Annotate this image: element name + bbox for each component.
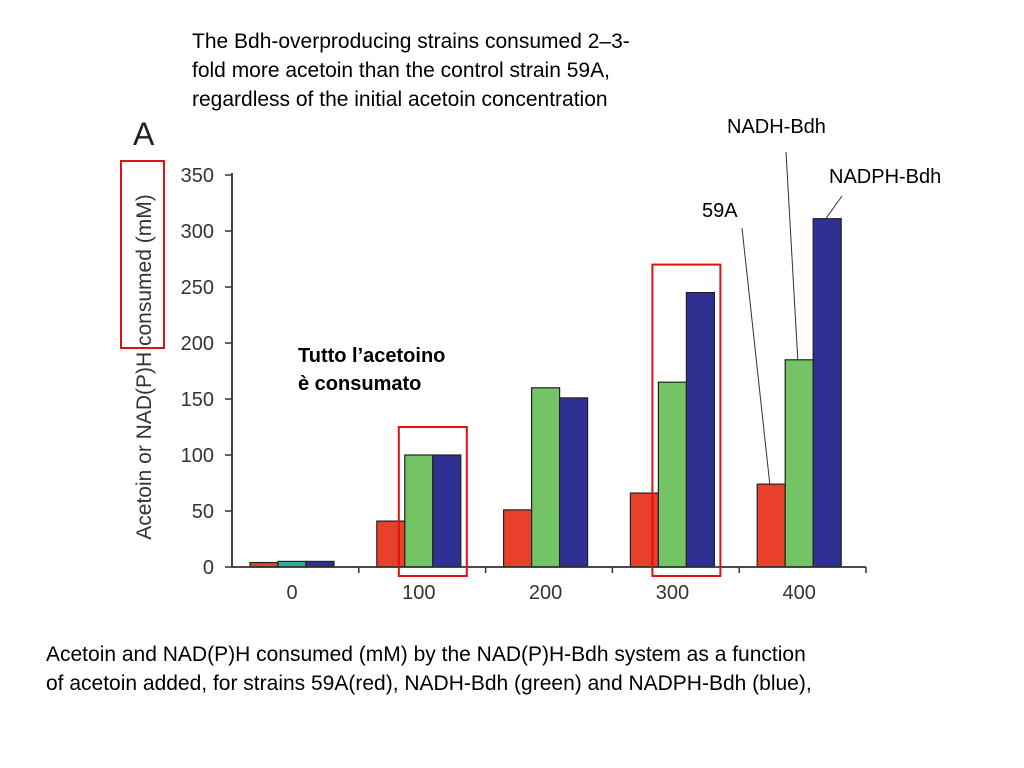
leader-nadph [825,195,843,219]
panel-label: A [133,116,155,152]
series-label-59a: 59A [702,200,738,222]
top-caption: The Bdh-overproducing strains consumed 2… [192,27,752,114]
bottom-caption-line: Acetoin and NAD(P)H consumed (mM) by the… [46,643,806,666]
bottom-caption-line: of acetoin added, for strains 59A(red), … [46,672,812,695]
highlight-box-300 [651,263,722,577]
leader-nadh [785,151,799,360]
bottom-caption: Acetoin and NAD(P)H consumed (mM) by the… [46,640,1006,698]
y-tick-label: 50 [192,501,214,523]
annotation-line: Tutto l’acetoino [298,345,446,367]
bar-nadph-bdh-400 [812,218,842,568]
bar-59a-100 [376,520,406,568]
x-tick-label: 400 [783,582,816,604]
annotation-line: è consumato [298,373,422,395]
bar-nadph-bdh-300 [685,292,716,568]
bar-nadh-bdh-100 [404,454,434,568]
series-label-nadh: NADH-Bdh [727,116,826,138]
y-tick-label: 150 [181,389,214,411]
bar-nadh-bdh-200 [530,387,561,568]
bar-59a-200 [503,509,533,568]
highlight-box-y-label [120,160,165,349]
bar-59a-400 [756,483,786,568]
bar-59a-300 [629,492,660,568]
y-tick-label: 0 [203,557,214,579]
bar-nadph-bdh-200 [558,397,589,568]
y-tick-label: 200 [181,333,214,355]
annotation-note: Tutto l’acetoino è consumato [298,342,445,398]
y-tick-label: 300 [181,221,214,243]
x-tick-label: 200 [529,582,562,604]
y-axis-label: Acetoin or NAD(P)H consumed (mM) [133,194,156,540]
y-tick-label: 250 [181,277,214,299]
y-tick-label: 350 [181,165,214,187]
top-caption-line: The Bdh-overproducing strains consumed 2… [192,30,630,53]
top-caption-line: regardless of the initial acetoin concen… [192,88,608,111]
x-tick-label: 100 [402,582,435,604]
bar-nadh-bdh-400 [784,359,814,568]
bar-nadh-bdh-300 [657,381,688,568]
x-tick-label: 0 [286,582,297,604]
bar-nadph-bdh-100 [432,454,462,568]
leader-59a [741,227,771,485]
series-label-nadph: NADPH-Bdh [829,166,942,188]
top-caption-line: fold more acetoin than the control strai… [192,59,610,82]
y-tick-label: 100 [181,445,214,467]
highlight-box-100 [397,426,468,577]
x-tick-label: 300 [656,582,689,604]
